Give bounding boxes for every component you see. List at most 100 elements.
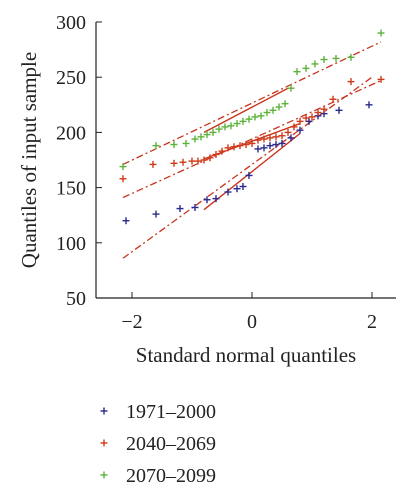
data-point (263, 109, 271, 117)
data-point (278, 139, 286, 147)
data-point (239, 117, 247, 125)
data-point (296, 117, 304, 125)
data-point (182, 139, 190, 147)
x-tick-label: 0 (247, 311, 257, 333)
data-point (302, 64, 310, 72)
data-point (194, 157, 202, 165)
data-point (149, 160, 157, 168)
data-point (215, 125, 223, 133)
legend-label: 1971–2000 (126, 401, 216, 423)
data-point (209, 128, 217, 136)
data-point (203, 131, 211, 139)
data-point (221, 123, 229, 131)
series-2040–2069 (119, 75, 385, 183)
data-point (347, 78, 355, 86)
data-point (329, 95, 337, 103)
data-point (188, 157, 196, 165)
data-point (257, 112, 265, 120)
x-tick-label: −2 (121, 311, 142, 333)
data-point (176, 205, 184, 213)
data-point (260, 135, 268, 143)
reference-line-dashdot (122, 76, 373, 259)
data-point (308, 113, 316, 121)
data-point (335, 106, 343, 114)
legend: 1971–2000 2040–2069 2070–2099 (100, 401, 216, 487)
data-point (152, 210, 160, 218)
x-axis-label: Standard normal quantiles (136, 343, 356, 367)
series-1971–2000 (122, 101, 373, 225)
data-point (206, 154, 214, 162)
legend-label: 2070–2099 (126, 465, 216, 487)
data-point (203, 196, 211, 204)
data-point (260, 144, 268, 152)
data-point (269, 106, 277, 114)
data-point (272, 133, 280, 141)
data-point (179, 158, 187, 166)
data-point (320, 56, 328, 64)
data-point (200, 156, 208, 164)
data-point (254, 145, 262, 153)
y-tick-label: 200 (56, 122, 86, 144)
axes: 50 100 150 200 250 300 −2 0 2 Standard normal qua… (17, 12, 396, 367)
y-tick-label: 150 (56, 178, 86, 200)
data-point (212, 195, 220, 203)
data-point (377, 29, 385, 37)
reference-line-solid (203, 132, 301, 211)
plot-area (119, 29, 385, 259)
y-axis-label: Quantiles of input sample (17, 52, 41, 268)
data-point (119, 163, 127, 171)
data-point (218, 147, 226, 155)
data-point (254, 136, 262, 144)
y-tick-label: 300 (56, 12, 86, 34)
data-point (170, 141, 178, 149)
data-point (272, 141, 280, 149)
data-point (278, 132, 286, 140)
reference-line-dashdot (122, 79, 382, 199)
data-point (152, 142, 160, 150)
data-point (365, 101, 373, 109)
data-point (242, 141, 250, 149)
data-point (248, 139, 256, 147)
data-point (266, 142, 274, 150)
x-tick-label: 2 (367, 311, 377, 333)
reference-line-solid (203, 87, 289, 134)
y-tick-label: 100 (56, 233, 86, 255)
y-tick-label: 250 (56, 67, 86, 89)
data-point (314, 109, 322, 117)
data-point (287, 134, 295, 142)
data-point (245, 171, 253, 179)
legend-marker (100, 407, 108, 415)
data-point (311, 60, 319, 68)
data-point (191, 203, 199, 211)
data-point (230, 143, 238, 151)
data-point (251, 113, 259, 121)
legend-marker (100, 439, 108, 447)
data-point (233, 185, 241, 193)
data-point (332, 54, 340, 62)
data-point (275, 103, 283, 111)
data-point (233, 120, 241, 128)
data-point (284, 128, 292, 136)
data-point (197, 133, 205, 141)
data-point (347, 53, 355, 61)
data-point (290, 123, 298, 131)
data-point (296, 126, 304, 134)
series-2070–2099 (119, 29, 385, 171)
data-point (170, 159, 178, 167)
legend-label: 2040–2069 (126, 433, 216, 455)
data-point (293, 68, 301, 76)
reference-line-dashdot (122, 41, 382, 166)
y-tick-label: 50 (66, 288, 86, 310)
data-point (377, 75, 385, 83)
data-point (236, 142, 244, 150)
legend-marker (100, 471, 108, 479)
data-point (266, 134, 274, 142)
data-point (212, 150, 220, 158)
data-point (239, 182, 247, 190)
data-point (122, 217, 130, 225)
data-point (191, 135, 199, 143)
data-point (224, 144, 232, 152)
data-point (320, 105, 328, 113)
data-point (302, 114, 310, 122)
